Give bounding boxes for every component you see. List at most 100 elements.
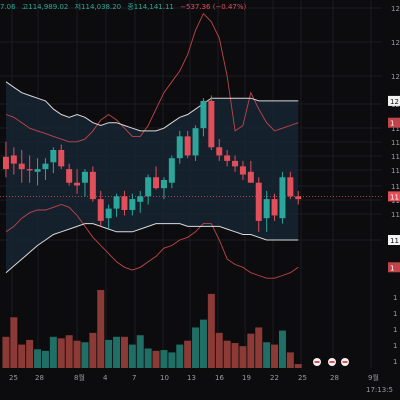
price-tick-label: 11 bbox=[391, 153, 400, 161]
candle-body bbox=[224, 155, 231, 161]
ohlc-close: 종114,141.11 bbox=[127, 3, 174, 11]
upper-band-tag-bg bbox=[388, 95, 400, 106]
price-tick-label: 11 bbox=[391, 167, 400, 175]
volume-bar bbox=[286, 352, 294, 368]
candle-body bbox=[10, 155, 17, 164]
candle-body bbox=[263, 199, 270, 219]
volume-layer bbox=[2, 290, 302, 368]
volume-bar bbox=[120, 336, 128, 368]
volume-bar bbox=[41, 350, 49, 368]
time-tick-label: 28 bbox=[330, 374, 339, 382]
volume-bar bbox=[255, 327, 263, 368]
bollinger-upper-line bbox=[5, 81, 299, 132]
candle-body bbox=[58, 150, 65, 167]
env-lower-tag: 1 bbox=[390, 264, 394, 272]
lower-band-tag: 11 bbox=[390, 237, 399, 245]
volume-tick-label: 1 bbox=[393, 310, 397, 318]
last-price-tag: 11 bbox=[390, 193, 399, 201]
volume-bar bbox=[184, 340, 192, 368]
ohlc-change: −537.36 (−0.47%) bbox=[180, 3, 247, 11]
candle-body bbox=[89, 171, 96, 200]
volume-bar bbox=[26, 339, 34, 368]
env-lower-tag-bg bbox=[388, 262, 400, 273]
candle-body bbox=[192, 128, 199, 156]
time-tick-label: 13 bbox=[187, 374, 196, 382]
volume-bar bbox=[34, 349, 42, 368]
candle-body bbox=[200, 100, 207, 129]
volume-tick-label: 1 bbox=[393, 342, 397, 350]
time-tick-label: 22 bbox=[270, 374, 279, 382]
candle-body bbox=[42, 163, 49, 170]
envelope-lower-line bbox=[5, 204, 299, 279]
candle-body bbox=[2, 156, 9, 170]
volume-bar bbox=[81, 342, 89, 368]
volume-bar bbox=[223, 340, 231, 368]
candle-body bbox=[247, 171, 254, 183]
env-upper-tag-bg bbox=[388, 117, 400, 128]
volume-bar bbox=[73, 340, 81, 368]
bollinger-lower-line bbox=[5, 223, 299, 274]
event-markers bbox=[313, 358, 349, 366]
volume-bar bbox=[144, 348, 152, 368]
price-tick-label: 11 bbox=[391, 139, 400, 147]
time-tick-label: 9월 bbox=[368, 373, 379, 382]
clock-label: 17:13:5 bbox=[366, 386, 393, 394]
bands-layer bbox=[0, 12, 382, 279]
volume-bar bbox=[160, 350, 168, 368]
candle-body bbox=[153, 177, 160, 189]
bollinger-fill bbox=[6, 81, 299, 273]
candle-body bbox=[34, 169, 41, 172]
candle-body bbox=[145, 177, 152, 197]
volume-bar bbox=[215, 332, 223, 368]
volume-bar bbox=[247, 333, 255, 368]
volume-bar bbox=[57, 338, 65, 368]
volume-bar bbox=[65, 335, 73, 368]
volume-tick-label: 1 bbox=[393, 294, 397, 302]
candle-body bbox=[121, 196, 128, 210]
time-tick-label: 19 bbox=[242, 374, 251, 382]
price-tick-label: 12 bbox=[391, 39, 400, 47]
candle-body bbox=[18, 163, 25, 170]
volume-bar bbox=[113, 336, 121, 368]
candle-body bbox=[208, 100, 215, 148]
candle-body bbox=[160, 180, 167, 189]
candle-body bbox=[129, 199, 136, 210]
time-tick-label: 25 bbox=[298, 374, 307, 382]
price-tick-label: 11 bbox=[391, 183, 400, 191]
price-tick-label: 11 bbox=[391, 125, 400, 133]
candle-body bbox=[239, 166, 246, 175]
candle-body bbox=[66, 169, 73, 183]
lower-band-tag-bg bbox=[388, 235, 400, 245]
volume-bar bbox=[18, 344, 26, 368]
time-tick-label: 16 bbox=[215, 374, 224, 382]
candle-body bbox=[176, 136, 183, 159]
volume-bar bbox=[199, 319, 207, 368]
volume-bar bbox=[207, 293, 215, 368]
volume-bar bbox=[168, 352, 176, 368]
candle-body bbox=[287, 177, 294, 197]
candle-body bbox=[279, 177, 286, 219]
candle-body bbox=[168, 158, 175, 183]
volume-bar bbox=[263, 342, 271, 368]
candle-body bbox=[81, 171, 88, 183]
candle-body bbox=[50, 150, 57, 163]
volume-bar bbox=[152, 350, 160, 368]
candle-body bbox=[216, 147, 223, 156]
volume-bar bbox=[89, 332, 97, 368]
volume-bar bbox=[2, 336, 10, 368]
volume-bar bbox=[231, 343, 239, 368]
candle-body bbox=[74, 182, 81, 186]
last-price-tag-bg bbox=[388, 191, 400, 202]
ohlc-legend: 7.06 고114,989.02 저114,038.20 종114,141.11… bbox=[0, 0, 400, 14]
volume-bar bbox=[49, 336, 57, 368]
volume-bar bbox=[10, 317, 18, 368]
candle-body bbox=[105, 208, 112, 219]
volume-bar bbox=[278, 330, 286, 368]
ohlc-low: 저114,038.20 bbox=[74, 3, 122, 11]
volume-tick-label: 1 bbox=[393, 358, 397, 366]
candle-body bbox=[137, 196, 144, 202]
candle-body bbox=[26, 169, 33, 171]
price-tick-label: 12 bbox=[391, 5, 400, 13]
event-marker-flag bbox=[342, 361, 348, 363]
